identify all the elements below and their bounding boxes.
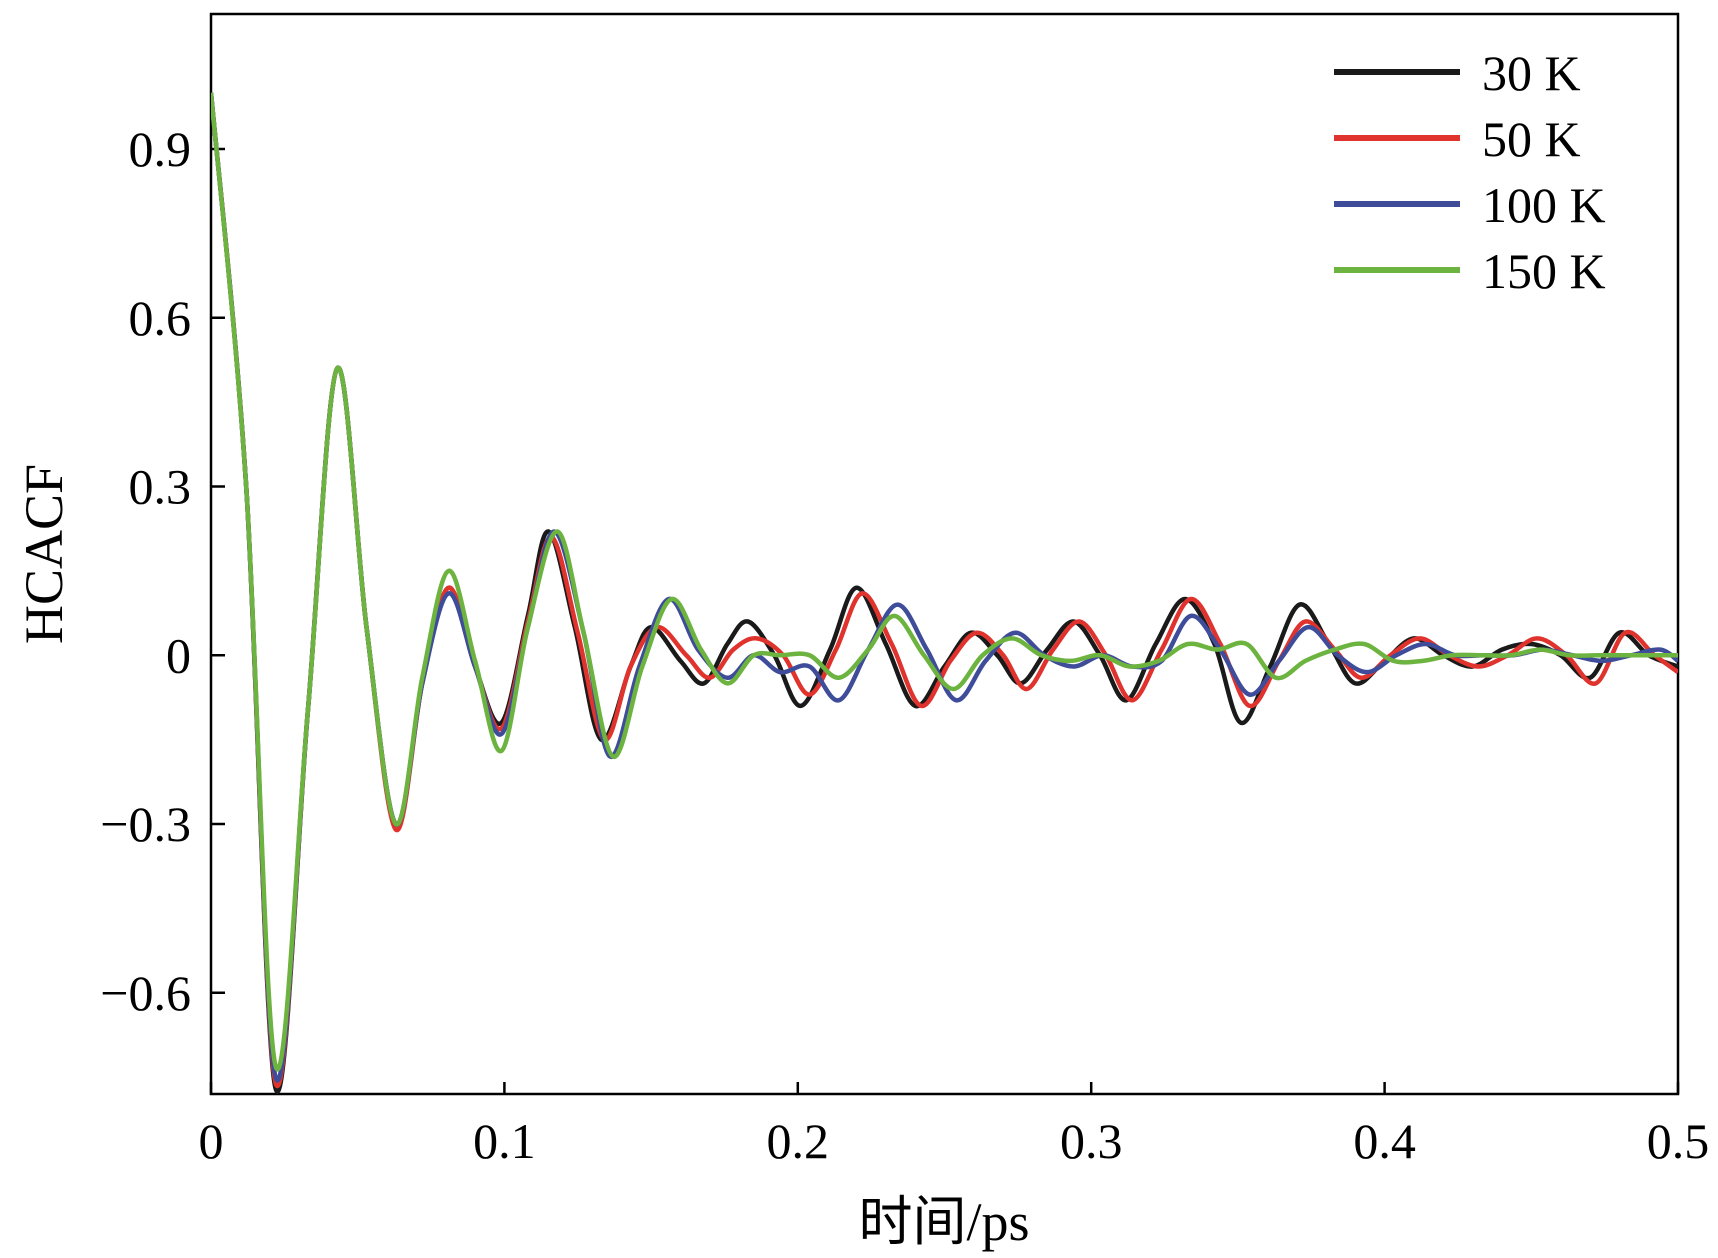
y-axis-title: HCACF — [14, 464, 74, 644]
legend-label: 100 K — [1482, 177, 1606, 233]
series-line-2 — [211, 92, 1678, 1089]
y-tick-label: 0 — [166, 627, 191, 683]
x-tick-label: 0 — [199, 1113, 224, 1169]
x-tick-label: 0.2 — [767, 1113, 830, 1169]
legend-label: 150 K — [1482, 243, 1606, 299]
x-tick-label: 0.4 — [1353, 1113, 1416, 1169]
legend-label: 30 K — [1482, 45, 1581, 101]
series-line-3 — [211, 92, 1678, 1083]
x-axis-title: 时间/ps — [858, 1192, 1029, 1252]
y-tick-label: 0.3 — [129, 459, 192, 515]
y-tick-label: −0.3 — [100, 796, 191, 852]
series-line-1 — [211, 92, 1678, 1094]
series-lines — [211, 92, 1678, 1094]
legend: 30 K 50 K 100 K 150 K — [1334, 45, 1606, 299]
series-line-4 — [211, 92, 1678, 1072]
x-tick-label: 0.1 — [473, 1113, 536, 1169]
x-tick-label: 0.5 — [1647, 1113, 1710, 1169]
axis-ticks: 0 0.1 0.2 0.3 0.4 0.5 0.9 0.6 0.3 0 −0.3 −0.6 — [100, 121, 1709, 1169]
legend-label: 50 K — [1482, 111, 1581, 167]
x-tick-label: 0.3 — [1060, 1113, 1123, 1169]
y-tick-label: 0.9 — [129, 121, 192, 177]
plot-frame — [209, 12, 1680, 1096]
y-tick-label: 0.6 — [129, 290, 192, 346]
y-tick-label: −0.6 — [100, 965, 191, 1021]
